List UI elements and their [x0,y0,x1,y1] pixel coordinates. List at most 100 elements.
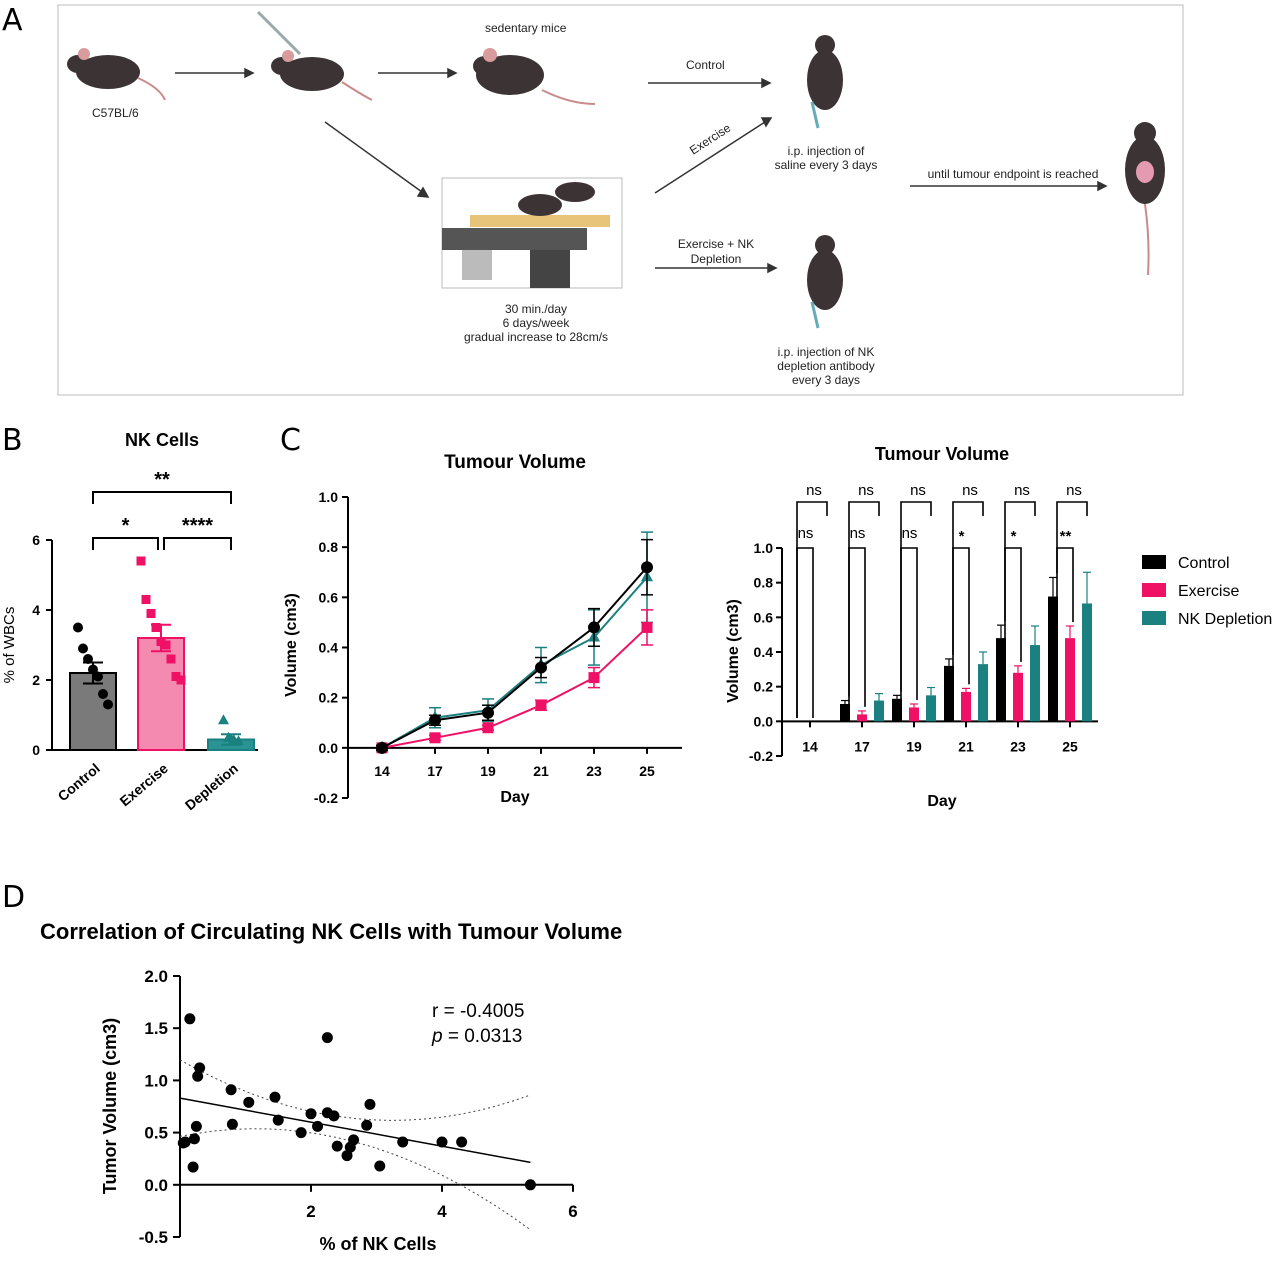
data-point [436,1136,448,1148]
sig-exercise-depletion-label: **** [182,515,213,537]
inner-bracket [848,547,866,707]
data-point [141,595,151,604]
bar-exercise [961,691,971,722]
data-point [524,1179,536,1191]
inner-sig-label: ** [1060,528,1072,545]
data-point [364,1098,376,1110]
legend-exercise-swatch [1142,583,1166,597]
sig-control-depletion-bracket [92,491,232,504]
x-tick-label: 14 [374,763,390,779]
x-tick-label: 25 [639,763,655,779]
x-tick-label: 14 [802,738,818,754]
x-tick-label: 17 [854,738,870,754]
regression-line [179,1097,531,1164]
x-tick-label: 21 [533,763,549,779]
supine-mouse-nk-icon [807,235,843,329]
data-point [73,622,83,633]
legend-control-label: Control [1178,555,1230,572]
data-point [376,741,388,754]
x-tick-label: 19 [906,738,922,754]
schematic-arrows [175,67,1108,274]
bar-nk-depletion [978,664,988,722]
outer-sig-label: ns [806,482,822,499]
data-point [243,1096,255,1108]
outer-bracket [1056,501,1088,718]
x-tick-label: 17 [427,763,443,779]
bar-control [996,638,1006,722]
sedentary-label: sedentary mice [485,21,567,35]
data-point [171,672,181,681]
inner-sig-label: ns [902,525,918,542]
data-point [146,609,156,618]
y-tick-label: -0.5 [139,1228,168,1247]
data-point [312,1120,324,1132]
outer-sig-label: ns [910,482,926,499]
chart-d-annotation-p: p = 0.0313 [431,1026,522,1047]
chart-c2-legend: Control Exercise NK Depletion [1142,555,1272,628]
data-point [641,561,653,574]
data-point [361,1119,373,1131]
nk-injection-label-1: i.p. injection of NK [778,345,875,359]
y-tick-label: 0.8 [319,539,339,555]
chart-d-xlabel: % of NK Cells [319,1234,436,1254]
sig-control-depletion-label: ** [154,469,170,491]
x-tick-label: 23 [1010,738,1026,754]
y-tick-label: 0.5 [144,1124,168,1143]
chart-c2-title: Tumour Volume [875,444,1009,464]
data-point [305,1108,317,1120]
y-tick-label: 0.8 [754,575,774,591]
data-point [535,661,547,674]
chart-d-ylabel: Tumor Volume (cm3) [100,1018,120,1194]
data-point [88,664,98,675]
p-value: = 0.0313 [443,1026,523,1047]
y-tick-label: 0.0 [144,1176,168,1195]
bar-nk-depletion [1030,645,1040,722]
chart-c1-ylabel: Volume (cm3) [283,593,300,697]
data-point [151,623,161,632]
data-point [482,722,494,734]
bar-control [69,672,117,751]
nk-injection-label-3: every 3 days [792,373,860,387]
sig-exercise-depletion-bracket [163,537,232,550]
inner-bracket [796,547,814,718]
y-tick-label: 0.2 [754,679,774,695]
data-point [429,714,441,727]
data-point [374,1160,386,1172]
data-point [78,643,88,654]
chart-b-title: NK Cells [125,430,199,450]
data-point [93,671,103,682]
data-point [588,621,600,634]
data-point [161,640,171,650]
inner-sig-label: ns [798,525,814,542]
data-point [295,1127,307,1139]
y-tick-label: 1.0 [754,540,774,556]
chart-c1-xlabel: Day [500,789,529,806]
data-point [588,672,600,684]
chart-b-ylabel: % of WBCs [1,607,18,684]
mouse-icon [67,48,166,101]
schematic-frame [57,4,1184,396]
chart-d-title: Correlation of Circulating NK Cells with… [40,919,622,944]
bar-control [840,704,850,722]
data-point [233,735,244,746]
y-tick-label: 2.0 [144,967,168,986]
data-point [103,699,113,710]
bar-exercise [857,714,867,722]
chart-c1: -0.2 0.0 0.2 0.4 0.6 0.8 1.0 14 17 19 21 23 25 [314,489,682,806]
data-point [482,706,494,719]
saline-label-2: saline every 3 days [775,158,878,172]
data-point [535,699,547,711]
legend-control-swatch [1142,555,1166,569]
x-tick-label: 25 [1062,738,1078,754]
data-point [188,1133,200,1145]
x-tick-label: 23 [586,763,602,779]
bar-nk-depletion [874,700,884,722]
data-point [456,1136,468,1148]
p-italic: p [431,1026,443,1047]
treadmill-label-1: 30 min./day [505,302,567,316]
data-point [177,1137,189,1149]
panel-label-a: A [2,3,23,38]
data-point [225,1084,237,1096]
data-point [331,1140,343,1152]
treadmill-label-3: gradual increase to 28cm/s [464,330,608,344]
